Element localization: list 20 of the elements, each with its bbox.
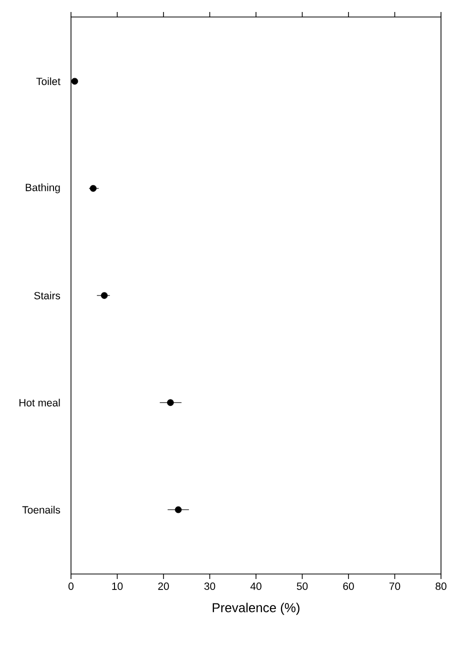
y-tick-label: Hot meal xyxy=(19,398,60,406)
point xyxy=(71,78,78,85)
point xyxy=(174,506,182,514)
x-tick-label: 50 xyxy=(296,582,308,590)
x-tick-label: 20 xyxy=(158,582,169,590)
y-tick-label: Stairs xyxy=(34,292,60,300)
x-tick-label: 40 xyxy=(250,582,262,590)
x-tick-label: 70 xyxy=(389,582,400,590)
y-tick-label: Toilet xyxy=(36,77,60,86)
x-tick-label: 60 xyxy=(343,582,354,590)
point xyxy=(167,399,174,406)
y-tick-label: Bathing xyxy=(26,184,60,194)
point xyxy=(90,185,97,192)
x-tick-label: 10 xyxy=(112,582,123,590)
x-tick-label: 0 xyxy=(68,582,74,590)
x-tick-label: 30 xyxy=(204,582,216,590)
point xyxy=(100,292,108,299)
x-tick-label: 80 xyxy=(436,582,446,590)
x-axis-title: Prevalence (%) xyxy=(212,602,300,615)
y-tick-label: Toenails xyxy=(22,506,60,514)
